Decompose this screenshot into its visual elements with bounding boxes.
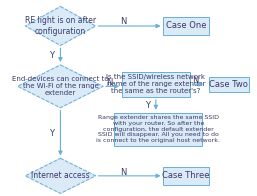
Text: Case One: Case One — [166, 22, 206, 31]
Text: Range extender shares the same SSID
with your router. So after the
configuration: Range extender shares the same SSID with… — [96, 115, 220, 143]
Polygon shape — [25, 158, 96, 193]
Text: Y: Y — [49, 129, 54, 138]
Text: N: N — [120, 168, 126, 177]
Text: N: N — [120, 17, 126, 26]
Text: RE light is on after
configuration: RE light is on after configuration — [25, 16, 96, 36]
Text: N: N — [106, 78, 113, 87]
Text: End-devices can connect to
the Wi-Fi of the range
extender: End-devices can connect to the Wi-Fi of … — [12, 76, 109, 96]
FancyBboxPatch shape — [122, 72, 190, 97]
Text: Case Three: Case Three — [162, 171, 210, 180]
Polygon shape — [25, 6, 96, 45]
FancyBboxPatch shape — [209, 77, 249, 92]
Polygon shape — [18, 65, 103, 108]
Text: Y: Y — [49, 51, 54, 60]
Text: Case Two: Case Two — [209, 80, 248, 89]
Text: N: N — [192, 76, 198, 85]
FancyBboxPatch shape — [163, 17, 209, 35]
FancyBboxPatch shape — [114, 113, 202, 146]
FancyBboxPatch shape — [163, 167, 209, 185]
Text: Is the SSID/wireless network
name of the range extender
the same as the router's: Is the SSID/wireless network name of the… — [106, 74, 205, 94]
Text: Y: Y — [145, 101, 150, 110]
Text: Internet access: Internet access — [31, 171, 90, 180]
